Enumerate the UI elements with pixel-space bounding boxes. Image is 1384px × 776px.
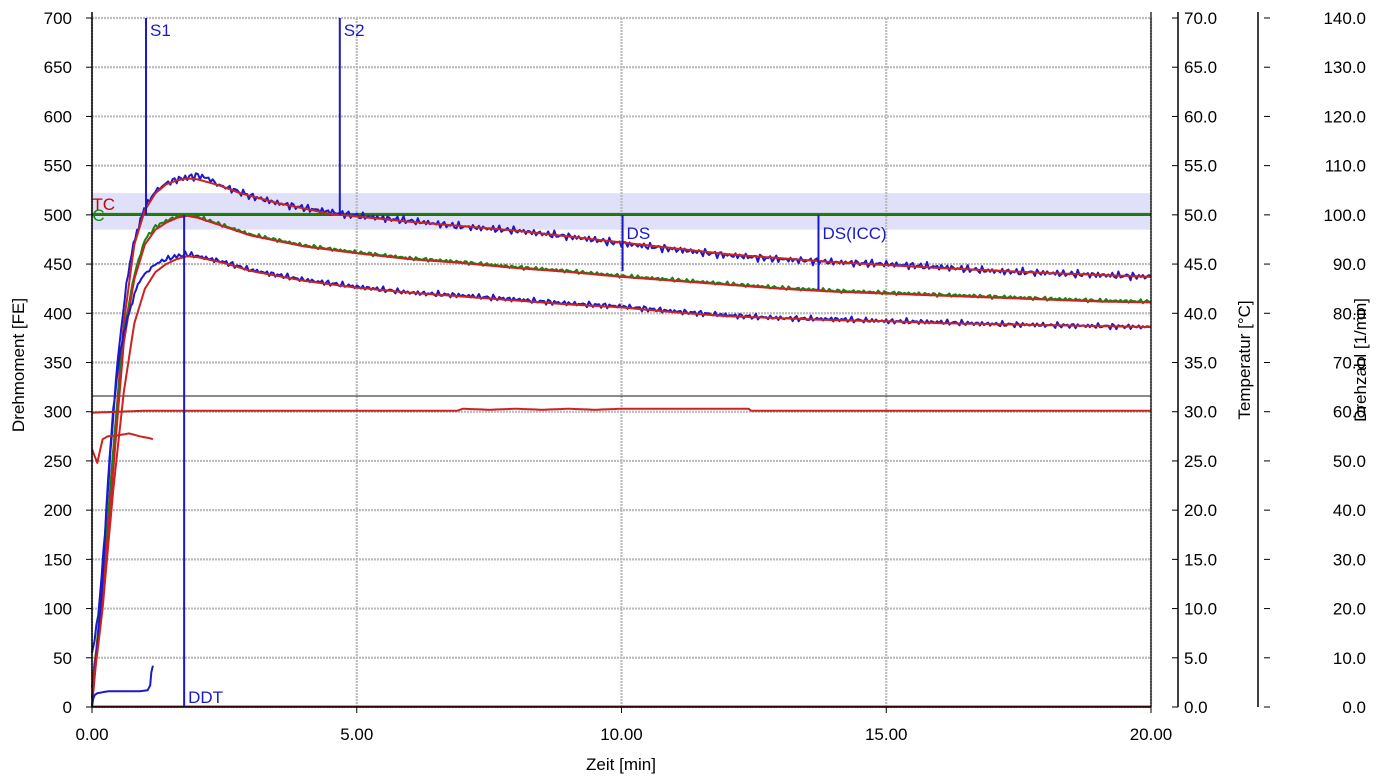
y-tick-label: 0 [63,698,72,717]
y-tick-label: 250 [44,452,72,471]
y3-tick-label: 60.0 [1333,403,1366,422]
series-line [91,214,1152,688]
y2-tick-label: 40.0 [1184,304,1217,323]
curve-label: C [92,206,104,225]
x-axis-title: Zeit [min] [586,755,656,774]
y-tick-label: 700 [44,9,72,28]
axes [86,12,1270,713]
y2-tick-label: 25.0 [1184,452,1217,471]
y-tick-label: 100 [44,600,72,619]
y2-tick-label: 65.0 [1184,58,1217,77]
y3-tick-label: 10.0 [1333,649,1366,668]
y-tick-label: 400 [44,304,72,323]
y2-tick-label: 15.0 [1184,550,1217,569]
marker-label: S1 [150,21,171,40]
y-tick-label: 50 [53,649,72,668]
x-tick-label: 5.00 [340,725,373,744]
y-tick-label: 350 [44,354,72,373]
y3-tick-label: 30.0 [1333,550,1366,569]
y3-tick-label: 100.0 [1323,206,1366,225]
marker-label: DS [627,224,651,243]
marker-label: DS(ICC) [822,224,886,243]
marker-label: DDT [188,688,223,707]
y2-tick-label: 10.0 [1184,600,1217,619]
y-tick-label: 550 [44,157,72,176]
y-tick-label: 450 [44,255,72,274]
y2-axis-title: Temperatur [°C] [1235,300,1254,419]
y2-tick-label: 30.0 [1184,403,1217,422]
y3-tick-label: 140.0 [1323,9,1366,28]
y2-tick-label: 55.0 [1184,157,1217,176]
y-tick-label: 600 [44,107,72,126]
y-tick-label: 200 [44,501,72,520]
y3-tick-label: 20.0 [1333,600,1366,619]
series-line [91,432,154,464]
y3-tick-label: 120.0 [1323,107,1366,126]
y2-tick-label: 60.0 [1184,107,1217,126]
y2-tick-label: 50.0 [1184,206,1217,225]
y3-tick-label: 110.0 [1325,157,1366,176]
y3-axis-title: Drehzahl [1/min] [1351,298,1370,422]
x-tick-label: 10.00 [600,725,643,744]
y-tick-label: 300 [44,403,72,422]
y2-tick-label: 0.0 [1184,698,1208,717]
reference-lines [92,212,1151,397]
series-line [91,407,1151,414]
y3-tick-label: 90.0 [1333,255,1366,274]
y-axis-title: Drehmoment [FE] [9,298,28,432]
x-tick-label: 0.00 [75,725,108,744]
y-tick-label: 650 [44,58,72,77]
x-tick-label: 15.00 [865,725,908,744]
x-tick-label: 20.00 [1130,725,1173,744]
y3-tick-label: 40.0 [1333,501,1366,520]
y-tick-label: 150 [44,550,72,569]
y3-tick-label: 130.0 [1323,58,1366,77]
y-tick-label: 500 [44,206,72,225]
y2-tick-label: 70.0 [1184,9,1217,28]
y2-tick-label: 45.0 [1184,255,1217,274]
y3-tick-label: 70.0 [1333,354,1366,373]
y3-tick-label: 80.0 [1333,304,1366,323]
series-line [91,255,1152,698]
y2-tick-label: 20.0 [1184,501,1217,520]
marker-label: S2 [344,21,365,40]
series-line [91,665,154,708]
event-markers: S1 S2 DS DS(ICC) DDT TCC [92,18,887,707]
y3-tick-label: 50.0 [1333,452,1366,471]
curve-label: TC [92,195,115,214]
tick-labels: 0 50 100 150 200 250 300 350 400 450 500 550 600 650 7… [44,9,1366,744]
y2-tick-label: 35.0 [1184,354,1217,373]
y3-tick-label: 0.0 [1342,698,1366,717]
grid [90,16,1153,709]
y2-tick-label: 5.0 [1184,649,1208,668]
